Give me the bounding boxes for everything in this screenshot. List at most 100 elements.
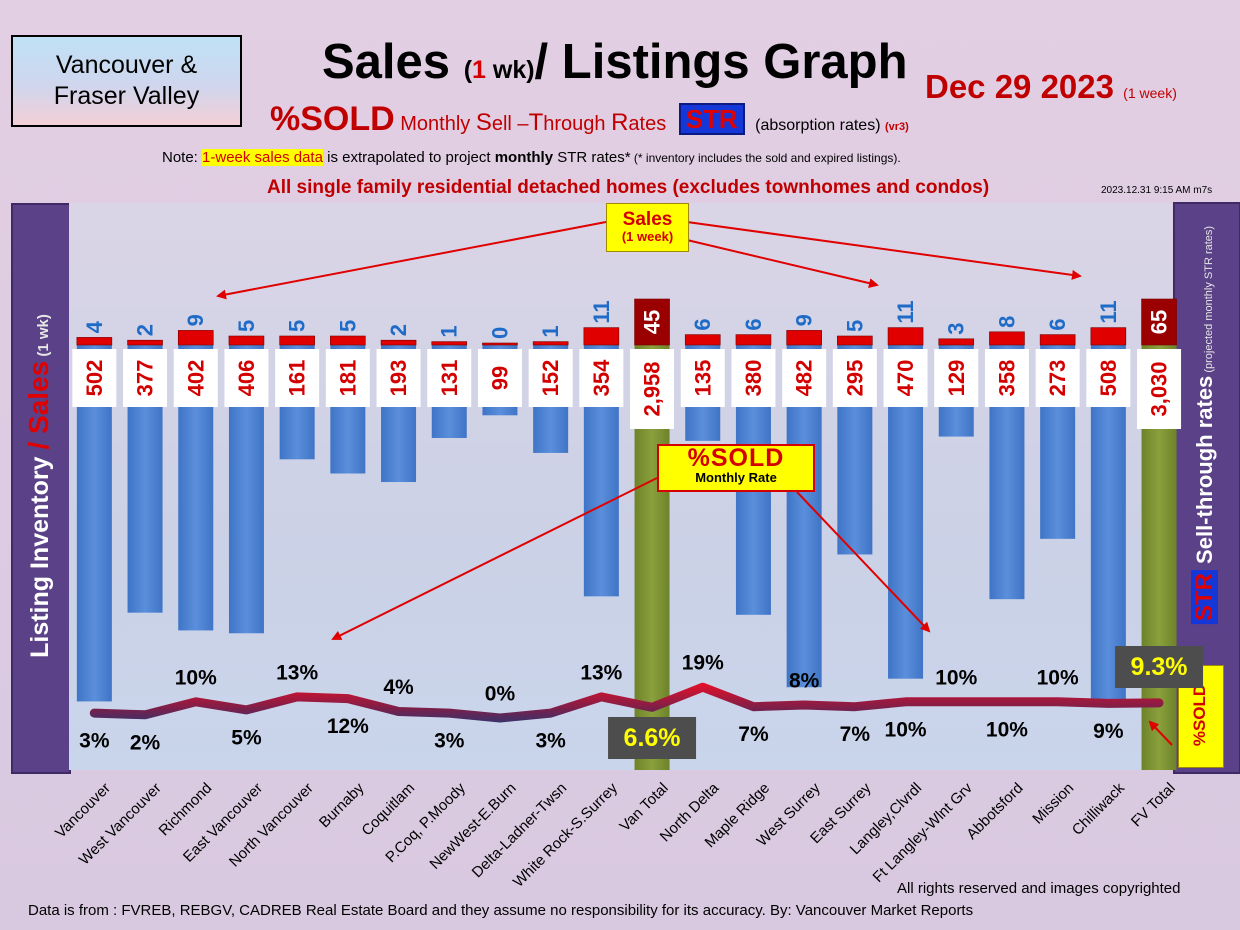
inventory-label: 358: [994, 360, 1019, 397]
inventory-label: 406: [234, 360, 259, 397]
sales-bar: [684, 334, 721, 346]
str-label: 7%: [840, 723, 871, 746]
str-line: [89, 682, 1164, 723]
inventory-label-bg: [123, 349, 168, 407]
inventory-label: 129: [944, 360, 969, 397]
str-label: 7%: [738, 723, 769, 746]
str-label: 19%: [682, 652, 724, 675]
chart-title: Sales (1 wk)/ Listings Graph: [322, 34, 908, 90]
category-label: FV Total: [1128, 780, 1179, 831]
inventory-label: 2,958: [640, 361, 665, 416]
str-label: 10%: [986, 718, 1028, 741]
sold-callout-line1: %SOLD: [687, 444, 785, 472]
sales-bar: [76, 337, 113, 346]
inventory-label: 193: [386, 360, 411, 397]
sales-label: 8: [994, 316, 1019, 328]
str-label: 13%: [580, 661, 622, 684]
monthly-part-2: ell –: [491, 113, 529, 135]
monthly-part-3: T: [528, 109, 544, 136]
sales-bar: [330, 335, 366, 346]
inventory-label-bg: [528, 349, 573, 407]
inventory-label: 377: [133, 360, 158, 397]
inventory-label-bg: [832, 349, 877, 407]
title-one: 1: [472, 56, 486, 84]
source-note: Data is from : FVREB, REBGV, CADREB Real…: [28, 902, 974, 919]
sales-bar: [989, 331, 1025, 346]
date-sub: (1 week): [1123, 85, 1177, 101]
inventory-label-bg: [325, 349, 370, 407]
inventory-label-bg: [1137, 349, 1182, 429]
category-label: Delta-Ladner-Twsn: [469, 780, 571, 882]
str-label: 13%: [276, 661, 318, 684]
inventory-label: 402: [183, 360, 208, 397]
inventory-label-bg: [883, 349, 928, 407]
sales-bar: [938, 338, 975, 346]
copyright-note: All rights reserved and images copyright…: [897, 880, 1181, 897]
sales-bar: [177, 330, 214, 346]
sales-label: 5: [285, 320, 310, 332]
report-date: Dec 29 2023 (1 week): [925, 68, 1177, 106]
str-label: 3%: [434, 730, 465, 753]
title-wk: wk): [485, 56, 535, 84]
note-bold: monthly: [494, 149, 554, 166]
inventory-label: 3,030: [1147, 361, 1172, 416]
category-label: Chilliwack: [1069, 779, 1129, 839]
inventory-label: 152: [538, 360, 563, 397]
inventory-label-bg: [376, 349, 421, 407]
total-sales-label: 45: [640, 310, 665, 334]
sales-callout: Sales (1 week): [606, 203, 689, 252]
inventory-label-bg: [579, 349, 624, 407]
str-label: 10%: [885, 718, 927, 741]
sales-label: 9: [792, 314, 817, 326]
region-line-1: Vancouver &: [55, 51, 198, 79]
sales-label: 3: [944, 323, 969, 335]
sales-bar: [1039, 334, 1076, 346]
inventory-label-bg: [782, 349, 827, 407]
sales-bar: [127, 339, 163, 346]
sales-label: 11: [893, 300, 918, 323]
sales-label: 1: [437, 325, 462, 337]
monthly-part-4: hrough: [543, 113, 612, 135]
sales-label: 5: [234, 320, 259, 332]
inventory-label-bg: [173, 349, 218, 407]
category-label: Mission: [1029, 780, 1077, 828]
str-label: 3%: [79, 730, 110, 753]
sales-bar: [1090, 327, 1127, 346]
category-label: Burnaby: [316, 779, 368, 831]
sales-callout-line1: Sales: [622, 208, 673, 230]
str-badge: STR: [678, 103, 745, 135]
sales-bar: [735, 334, 772, 346]
str-label: 0%: [485, 683, 516, 706]
total-str-label: 6.6%: [624, 724, 681, 752]
str-label: 8%: [789, 670, 820, 693]
note-small: (* inventory includes the sold and expir…: [630, 151, 901, 165]
str-label: 10%: [935, 666, 977, 689]
str-label: 10%: [175, 666, 217, 689]
sales-label: 1: [538, 325, 563, 337]
sales-label: 0: [487, 327, 512, 339]
badge-arrow: [1148, 720, 1173, 746]
inventory-label: 354: [589, 359, 614, 396]
sold-callout-line2: Monthly Rate: [695, 470, 777, 485]
inventory-label: 273: [1045, 360, 1070, 397]
sold-callout: %SOLD Monthly Rate: [657, 444, 815, 492]
title-sales: Sales: [322, 35, 451, 89]
note-highlight: 1-week sales data: [202, 149, 323, 166]
sales-label: 11: [589, 300, 614, 323]
left-axis-panel: [11, 203, 71, 774]
total-str-label-bg: [1115, 646, 1204, 688]
pct-sold-title: %SOLD: [270, 100, 395, 138]
sales-label: 6: [741, 318, 766, 330]
inventory-label-bg: [1035, 349, 1080, 407]
sales-arrow-left: [216, 221, 607, 300]
sales-bar: [431, 341, 468, 346]
inventory-label: 99: [487, 366, 512, 390]
sales-label: 2: [386, 324, 411, 336]
inventory-label-bg: [72, 349, 117, 407]
sales-label: 5: [335, 320, 360, 332]
inventory-label: 508: [1096, 360, 1121, 397]
str-label: 2%: [130, 731, 161, 754]
sales-bar: [532, 341, 569, 346]
sold-arrow-left: [331, 477, 658, 640]
